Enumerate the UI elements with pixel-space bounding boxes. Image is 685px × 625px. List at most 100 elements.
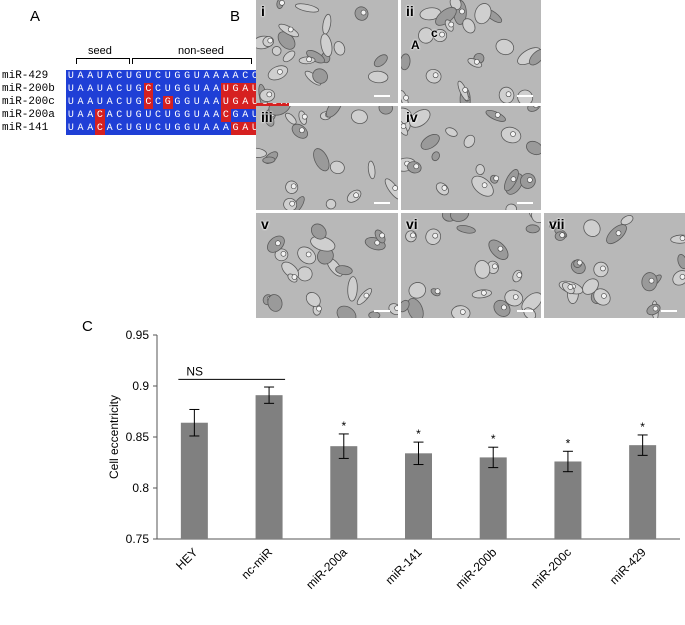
nucleotide: A	[211, 109, 221, 122]
nucleotide: U	[95, 96, 105, 109]
bar	[554, 461, 582, 539]
scale-bar	[517, 310, 533, 312]
micrograph-label: vii	[549, 216, 565, 232]
panel-letter-a: A	[30, 8, 41, 25]
nucleotide: A	[201, 109, 212, 122]
nucleotide: C	[250, 70, 260, 83]
nonseed-bracket	[132, 58, 252, 64]
nucleotide: A	[104, 70, 115, 83]
nucleotide: G	[182, 83, 192, 96]
nucleotide: A	[75, 96, 86, 109]
x-tick-label: miR-429	[607, 545, 649, 587]
significance-mark: *	[416, 427, 421, 441]
nucleotide: U	[162, 109, 173, 122]
nucleotide: U	[250, 109, 260, 122]
x-tick-label: HEY	[173, 545, 200, 572]
nucleotide: C	[114, 109, 125, 122]
micrograph-label: vi	[406, 216, 418, 232]
nucleotide: G	[182, 122, 192, 135]
nucleotide: C	[114, 96, 125, 109]
nucleotide: A	[201, 70, 212, 83]
nucleotide: G	[230, 96, 241, 109]
y-tick-label: 0.8	[132, 481, 149, 495]
nucleotide: U	[124, 83, 134, 96]
nucleotide: C	[221, 109, 231, 122]
significance-mark: *	[491, 432, 496, 446]
nucleotide: U	[191, 122, 202, 135]
nucleotide: U	[143, 122, 154, 135]
nucleotide: G	[172, 96, 183, 109]
nucleotide: A	[211, 96, 221, 109]
nucleotide: A	[75, 122, 86, 135]
micrograph-label: ii	[406, 3, 414, 19]
nucleotide: C	[153, 122, 163, 135]
sequence-name: miR-200c	[2, 96, 55, 108]
nucleotide: G	[133, 83, 144, 96]
nucleotide: A	[221, 70, 231, 83]
scale-bar	[374, 202, 390, 204]
nucleotide: C	[153, 96, 163, 109]
nucleotide: U	[162, 70, 173, 83]
nucleotide: A	[240, 83, 251, 96]
scale-bar	[661, 310, 677, 312]
nucleotide: A	[85, 83, 96, 96]
micrograph-label: iv	[406, 109, 418, 125]
nucleotide: U	[124, 70, 134, 83]
nucleotide: U	[124, 109, 134, 122]
sequence-name: miR-200b	[2, 83, 55, 95]
nucleotide: G	[133, 70, 144, 83]
bar	[405, 453, 432, 539]
nucleotide: U	[66, 109, 76, 122]
sequence-name: miR-429	[2, 70, 49, 82]
y-tick-label: 0.9	[132, 379, 149, 393]
nucleotide: G	[182, 70, 192, 83]
nucleotide: A	[104, 122, 115, 135]
nucleotide: G	[133, 96, 144, 109]
bar	[255, 395, 283, 539]
sequence-name: miR-200a	[2, 109, 55, 121]
nucleotide: G	[230, 83, 241, 96]
bar	[629, 445, 657, 539]
micrograph-label: i	[261, 3, 265, 19]
scale-bar	[517, 202, 533, 204]
nucleotide: U	[221, 83, 231, 96]
nucleotide: C	[114, 122, 125, 135]
micrograph-annotation: A	[411, 38, 420, 52]
y-tick-label: 0.95	[126, 330, 150, 342]
nucleotide: C	[143, 96, 154, 109]
bar	[330, 446, 358, 539]
nucleotide: U	[143, 70, 154, 83]
nucleotide: A	[85, 109, 96, 122]
scale-bar	[374, 95, 390, 97]
seed-bracket	[76, 58, 130, 64]
scale-bar	[517, 95, 533, 97]
micrograph-image: iv	[401, 106, 541, 210]
panel-letter-b: B	[230, 8, 241, 25]
nucleotide: C	[143, 83, 154, 96]
nucleotide: C	[240, 70, 251, 83]
cell-texture	[401, 213, 541, 318]
seed-label: seed	[88, 45, 112, 57]
x-tick-label: miR-200b	[453, 545, 500, 592]
nucleotide: G	[133, 109, 144, 122]
y-tick-label: 0.85	[126, 430, 150, 444]
nucleotide: A	[85, 96, 96, 109]
nucleotide: A	[104, 109, 115, 122]
micrograph-image: v	[256, 213, 398, 318]
nucleotide: A	[230, 70, 241, 83]
micrograph-label: v	[261, 216, 269, 232]
nucleotide: C	[95, 122, 105, 135]
nucleotide: U	[124, 96, 134, 109]
nucleotide: U	[66, 122, 76, 135]
nucleotide: A	[201, 83, 212, 96]
bar	[180, 422, 208, 539]
nucleotide: A	[201, 122, 212, 135]
nucleotide: U	[191, 96, 202, 109]
x-tick-label: nc-miR	[238, 545, 275, 582]
nucleotide: U	[162, 83, 173, 96]
x-tick-label: miR-200c	[528, 545, 574, 591]
nucleotide: U	[162, 122, 173, 135]
nucleotide: U	[124, 122, 134, 135]
nucleotide: G	[172, 122, 183, 135]
